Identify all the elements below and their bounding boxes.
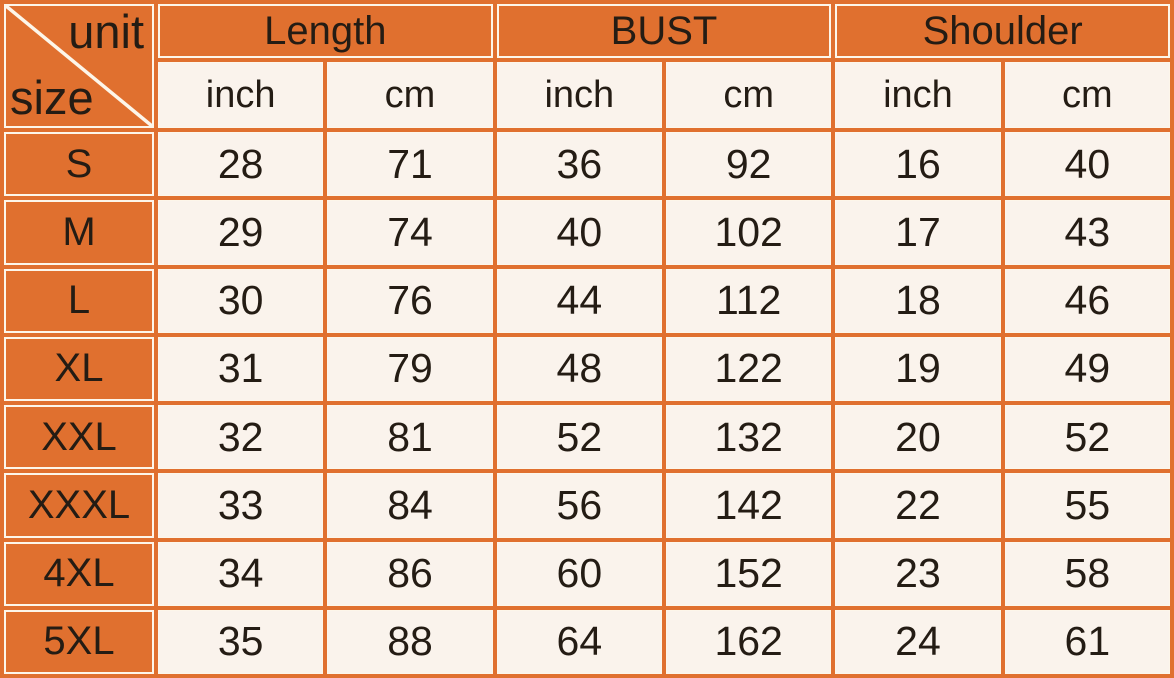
value-cell: 60 [496,541,662,606]
value-cell: 31 [158,336,324,401]
value-cell: 92 [665,132,832,197]
value-cell: 56 [496,473,662,538]
value-cell: 49 [1004,336,1170,401]
value-cell: 22 [835,473,1001,538]
value-cell: 29 [158,200,324,265]
table-row: 5XL 35 88 64 162 24 61 [4,609,1170,674]
value-cell: 33 [158,473,324,538]
value-cell: 46 [1004,268,1170,333]
value-cell: 52 [496,405,662,470]
unit-header-row: inch cm inch cm inch cm [4,62,1170,128]
value-cell: 24 [835,609,1001,674]
value-cell: 40 [496,200,662,265]
unit-header-shoulder-cm: cm [1004,62,1170,128]
unit-header-length-cm: cm [327,62,493,128]
value-cell: 55 [1004,473,1170,538]
value-cell: 74 [327,200,493,265]
value-cell: 34 [158,541,324,606]
value-cell: 52 [1004,405,1170,470]
value-cell: 79 [327,336,493,401]
group-header-row: unit size Length BUST Shoulder [4,4,1170,128]
value-cell: 40 [1004,132,1170,197]
value-cell: 18 [835,268,1001,333]
size-label-xxxl: XXXL [4,473,154,538]
size-label-4xl: 4XL [4,541,154,606]
value-cell: 132 [665,405,832,470]
size-label-s: S [4,132,154,197]
value-cell: 36 [496,132,662,197]
value-cell: 84 [327,473,493,538]
value-cell: 152 [665,541,832,606]
table-row: M 29 74 40 102 17 43 [4,200,1170,265]
table-row: XL 31 79 48 122 19 49 [4,336,1170,401]
value-cell: 112 [665,268,832,333]
table-row: XXL 32 81 52 132 20 52 [4,405,1170,470]
value-cell: 142 [665,473,832,538]
table-row: L 30 76 44 112 18 46 [4,268,1170,333]
corner-unit-size-cell: unit size [4,4,154,128]
value-cell: 30 [158,268,324,333]
unit-header-bust-cm: cm [665,62,832,128]
size-label-xxl: XXL [4,405,154,470]
value-cell: 48 [496,336,662,401]
size-label-5xl: 5XL [4,609,154,674]
value-cell: 58 [1004,541,1170,606]
value-cell: 19 [835,336,1001,401]
value-cell: 64 [496,609,662,674]
value-cell: 28 [158,132,324,197]
corner-unit-label: unit [68,5,144,58]
value-cell: 71 [327,132,493,197]
value-cell: 23 [835,541,1001,606]
value-cell: 88 [327,609,493,674]
value-cell: 81 [327,405,493,470]
unit-header-length-inch: inch [158,62,324,128]
column-group-bust: BUST [496,4,832,58]
size-label-m: M [4,200,154,265]
corner-size-label: size [10,71,94,125]
column-group-shoulder: Shoulder [835,4,1170,58]
value-cell: 44 [496,268,662,333]
value-cell: 17 [835,200,1001,265]
value-cell: 35 [158,609,324,674]
table-row: XXXL 33 84 56 142 22 55 [4,473,1170,538]
value-cell: 16 [835,132,1001,197]
table-row: S 28 71 36 92 16 40 [4,132,1170,197]
size-label-l: L [4,268,154,333]
value-cell: 20 [835,405,1001,470]
value-cell: 76 [327,268,493,333]
value-cell: 102 [665,200,832,265]
value-cell: 122 [665,336,832,401]
unit-header-bust-inch: inch [496,62,662,128]
value-cell: 86 [327,541,493,606]
value-cell: 32 [158,405,324,470]
unit-header-shoulder-inch: inch [835,62,1001,128]
size-label-xl: XL [4,336,154,401]
table-row: 4XL 34 86 60 152 23 58 [4,541,1170,606]
value-cell: 162 [665,609,832,674]
value-cell: 43 [1004,200,1170,265]
value-cell: 61 [1004,609,1170,674]
diagonal-divider-line [6,6,152,126]
column-group-length: Length [158,4,493,58]
